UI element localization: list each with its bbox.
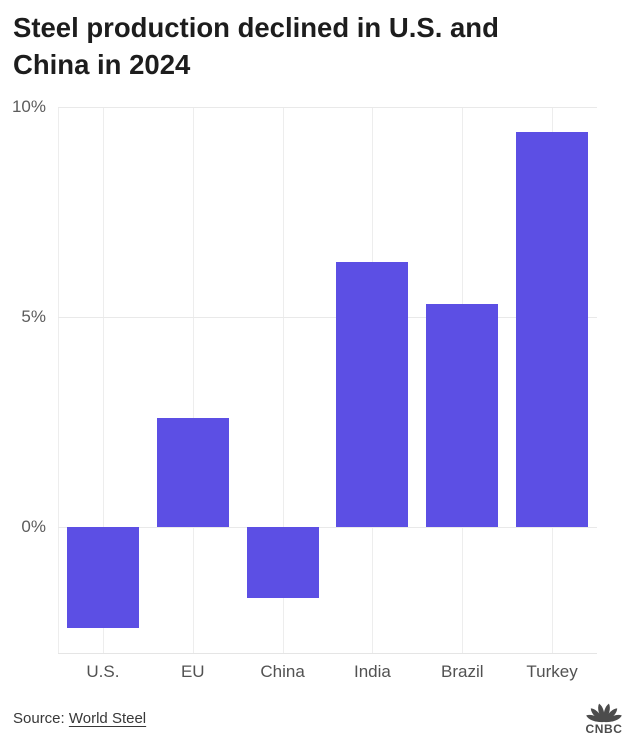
x-axis-label-us: U.S. <box>86 662 120 681</box>
x-axis-label-china: China <box>260 662 305 681</box>
y-tick-label-0%: 0% <box>21 517 46 536</box>
cnbc-logo-text: CNBC <box>585 722 623 736</box>
bar-us <box>66 527 139 628</box>
bar-india <box>336 262 409 527</box>
plot-area: 10% 5% 0% U.S. EU China India Brazil Turkey <box>12 97 597 681</box>
vertical-gridline <box>282 107 284 653</box>
cnbc-logo: CNBC <box>582 699 626 736</box>
gridline-0% <box>58 527 597 528</box>
chart-title-line2: China in 2024 <box>13 49 191 80</box>
gridline-5% <box>58 317 597 318</box>
bar-turkey <box>516 132 589 527</box>
x-axis-label-india: India <box>353 662 391 681</box>
x-axis-label-turkey: Turkey <box>526 662 578 681</box>
vertical-gridline <box>58 107 59 653</box>
y-tick-label-5%: 5% <box>21 307 46 326</box>
bar-eu <box>156 417 229 527</box>
chart-title: Steel production declined in U.S. and Chi… <box>13 9 603 83</box>
y-tick-label-10%: 10% <box>11 97 46 116</box>
bar-china <box>246 527 319 599</box>
cnbc-peacock-icon <box>586 703 622 723</box>
gridline-10% <box>58 107 597 108</box>
vertical-gridline <box>192 107 194 653</box>
vertical-gridline <box>102 107 104 653</box>
chart-title-line1: Steel production declined in U.S. and <box>13 12 499 43</box>
x-axis-label-brazil: Brazil <box>440 662 484 681</box>
bar-brazil <box>426 304 499 527</box>
x-axis-label-eu: EU <box>180 662 205 681</box>
source-prefix: Source: <box>13 710 69 727</box>
source-link[interactable]: World Steel <box>68 710 147 727</box>
x-axis-baseline <box>58 653 597 654</box>
source-line: Source: World Steel <box>13 710 146 727</box>
